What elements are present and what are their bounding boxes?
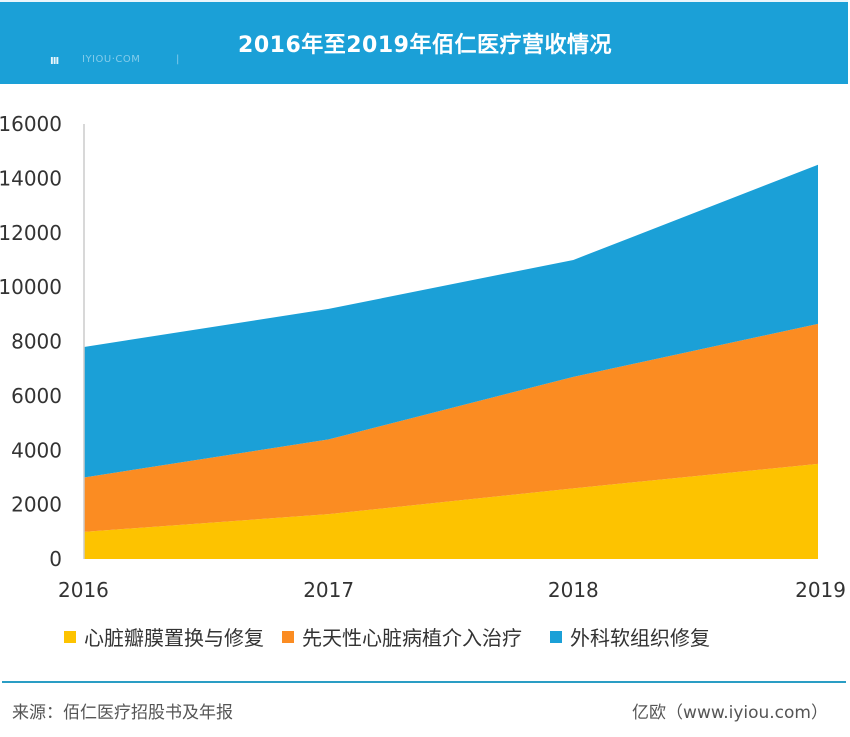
logo-text: IYIOU·COM <box>82 54 141 65</box>
y-tick-label: 12000 <box>0 221 62 245</box>
logo-divider: | <box>176 54 180 65</box>
x-tick-label: 2019 <box>795 578 846 602</box>
x-tick-label: 2018 <box>548 578 599 602</box>
legend-label: 外科软组织修复 <box>570 626 710 650</box>
x-tick-label: 2017 <box>303 578 354 602</box>
legend-swatch-yellow <box>64 630 76 643</box>
area-chart: 0 2000 4000 6000 8000 10000 12000 14000 16000 20… <box>0 112 846 602</box>
brand-credit: 亿欧（www.iyiou.com） <box>632 703 828 723</box>
y-axis-ticks: 0 2000 4000 6000 8000 10000 12000 14000 16000 <box>0 112 62 571</box>
chart-header: III IYIOU·COM | 2016年至2019年佰仁医疗营收情况 <box>0 0 848 84</box>
x-tick-label: 2016 <box>58 578 109 602</box>
y-tick-label: 6000 <box>11 384 62 408</box>
y-tick-label: 16000 <box>0 112 62 136</box>
legend-swatch-orange <box>282 630 294 643</box>
legend-label: 先天性心脏病植介入治疗 <box>302 626 522 650</box>
y-tick-label: 10000 <box>0 275 62 299</box>
footer-divider <box>2 681 846 683</box>
chart-title: 2016年至2019年佰仁医疗营收情况 <box>238 33 612 58</box>
legend: 心脏瓣膜置换与修复 先天性心脏病植介入治疗 外科软组织修复 <box>64 622 710 651</box>
legend-label: 心脏瓣膜置换与修复 <box>84 626 264 650</box>
chart-areas <box>84 164 818 559</box>
legend-swatch-blue <box>550 630 562 643</box>
legend-item-congenital: 先天性心脏病植介入治疗 <box>282 622 522 651</box>
logo-icon: III <box>50 56 59 67</box>
y-tick-label: 8000 <box>11 330 62 354</box>
y-tick-label: 2000 <box>11 493 62 517</box>
y-tick-label: 4000 <box>11 438 62 462</box>
y-tick-label: 0 <box>49 547 62 571</box>
y-tick-label: 14000 <box>0 166 62 190</box>
legend-item-soft-tissue: 外科软组织修复 <box>550 622 710 651</box>
area-series-2 <box>84 164 818 478</box>
area-series-1 <box>84 323 818 532</box>
x-axis-ticks: 2016 2017 2018 2019 <box>58 578 846 602</box>
area-series-0 <box>84 463 818 559</box>
source-note: 来源：佰仁医疗招股书及年报 <box>12 703 233 723</box>
legend-item-valve: 心脏瓣膜置换与修复 <box>64 622 264 651</box>
